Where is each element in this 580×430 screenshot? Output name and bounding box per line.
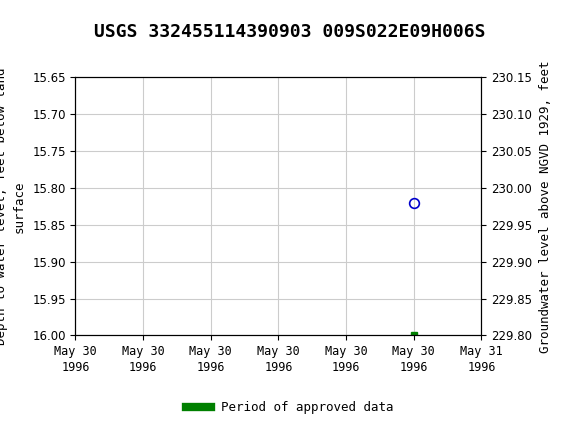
Y-axis label: Groundwater level above NGVD 1929, feet: Groundwater level above NGVD 1929, feet — [539, 60, 552, 353]
Y-axis label: Depth to water level, feet below land
surface: Depth to water level, feet below land su… — [0, 68, 26, 345]
Text: ≡USGS: ≡USGS — [17, 16, 84, 36]
Text: USGS 332455114390903 009S022E09H006S: USGS 332455114390903 009S022E09H006S — [94, 23, 486, 41]
Legend: Period of approved data: Period of approved data — [181, 396, 399, 419]
